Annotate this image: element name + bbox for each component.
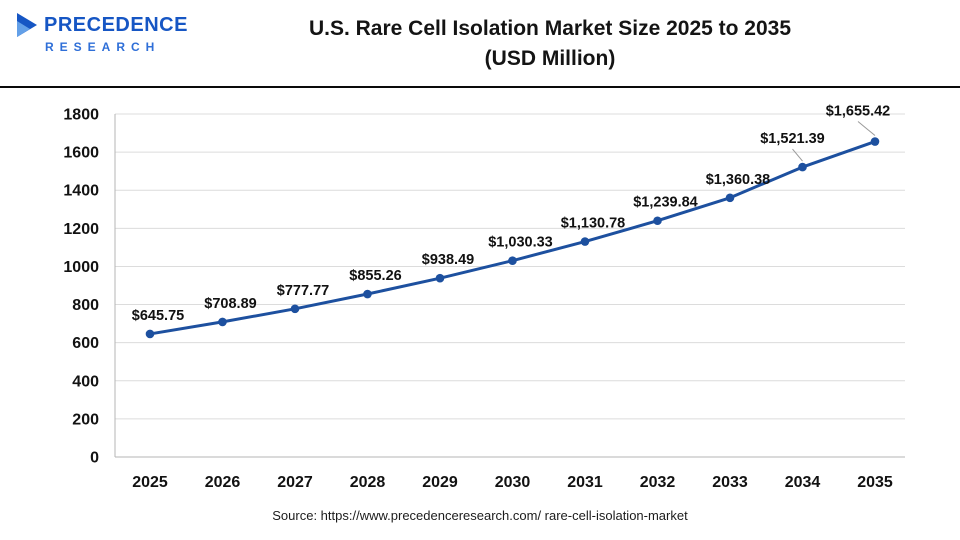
x-axis-tick-label: 2026 <box>205 474 241 491</box>
data-point-label: $1,521.39 <box>760 131 825 147</box>
logo-text-precedence: PRECEDENCE <box>44 13 188 36</box>
chart-svg: 0 200 400 600 800 1000 1200 1400 1600 1800 2025 202… <box>63 104 905 491</box>
label-leader-line <box>857 121 876 136</box>
y-axis-tick-label: 0 <box>90 450 99 467</box>
y-axis-tick-label: 1400 <box>63 183 99 200</box>
data-point-label: $1,130.78 <box>561 216 626 232</box>
data-point <box>218 317 227 327</box>
data-point-label: $777.77 <box>277 283 329 299</box>
data-point-label: $1,360.38 <box>706 172 771 188</box>
x-axis-tick-label: 2034 <box>785 474 821 491</box>
y-axis-tick-label: 400 <box>72 373 99 390</box>
data-point <box>145 329 155 339</box>
x-axis-tick-label: 2031 <box>567 474 603 491</box>
y-axis-tick-label: 1200 <box>63 221 99 238</box>
precedence-research-logo: PRECEDENCE RESEARCH <box>16 12 188 54</box>
data-point-label: $1,655.42 <box>826 104 891 120</box>
label-leader-line <box>792 148 803 162</box>
logo-triangle-icon <box>17 13 37 37</box>
chart-title-line2: (USD Million) <box>484 47 616 71</box>
data-point <box>870 137 880 146</box>
data-point <box>435 273 445 283</box>
source-text: Source: https://www.precedenceresearch.c… <box>272 508 688 523</box>
data-point-label: $855.26 <box>349 268 401 284</box>
chart-title: U.S. Rare Cell Isolation Market Size 202… <box>150 14 950 75</box>
y-axis-tick-label: 200 <box>72 411 99 428</box>
data-point-label: $938.49 <box>422 252 474 268</box>
y-axis-tick-label: 1000 <box>63 259 99 276</box>
data-point <box>363 289 372 299</box>
chart-title-line1: U.S. Rare Cell Isolation Market Size 202… <box>308 17 792 40</box>
market-size-line-chart: 0 200 400 600 800 1000 1200 1400 1600 1800 2025 202… <box>0 90 960 502</box>
y-axis-tick-label: 1800 <box>63 107 99 124</box>
x-axis-tick-label: 2033 <box>712 474 748 491</box>
x-axis-tick-label: 2032 <box>640 474 676 491</box>
x-axis-tick-label: 2030 <box>495 474 531 491</box>
data-point <box>798 162 807 172</box>
x-axis-tick-label: 2035 <box>857 474 893 491</box>
y-axis-tick-label: 600 <box>72 335 99 352</box>
y-axis-tick-label: 1600 <box>63 145 99 162</box>
data-point-label: $708.89 <box>204 296 256 312</box>
data-point <box>653 216 662 226</box>
data-point-label: $1,239.84 <box>633 195 698 211</box>
data-point <box>290 304 300 314</box>
data-point-label: $645.75 <box>132 308 184 324</box>
x-axis-tick-label: 2028 <box>350 474 386 491</box>
logo-text-research: RESEARCH <box>45 40 161 54</box>
data-point <box>508 256 517 265</box>
x-axis-tick-label: 2025 <box>132 474 168 491</box>
data-point-label: $1,030.33 <box>488 235 553 251</box>
header: PRECEDENCE RESEARCH U.S. Rare Cell Isola… <box>0 0 960 88</box>
x-axis-tick-label: 2029 <box>422 474 458 491</box>
data-point <box>725 193 735 203</box>
y-axis-tick-label: 800 <box>72 297 99 314</box>
x-axis-tick-label: 2027 <box>277 474 313 491</box>
data-point <box>580 237 590 246</box>
